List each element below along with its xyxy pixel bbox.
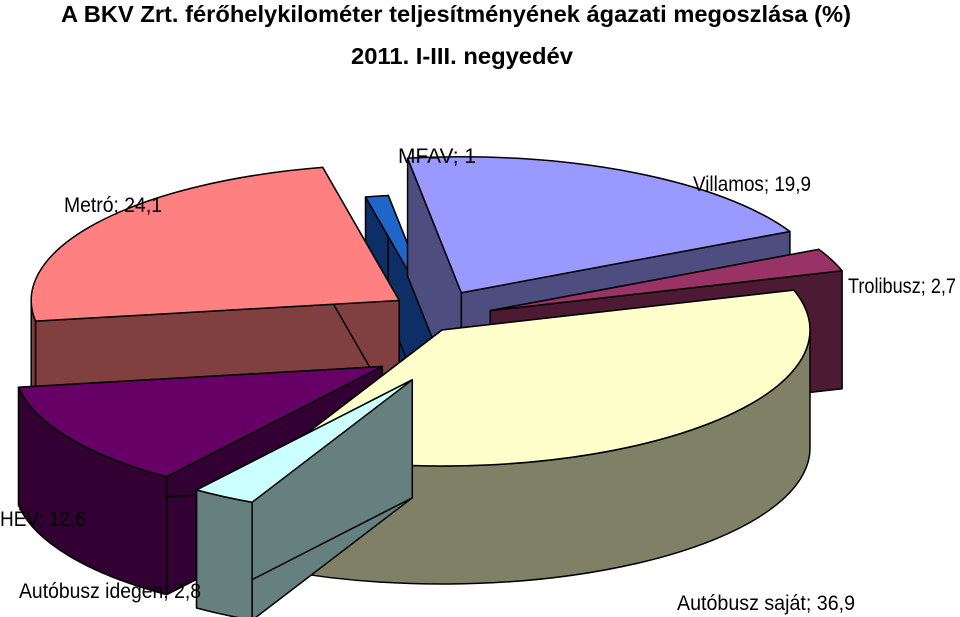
slice-top bbox=[406, 155, 791, 294]
chart-subtitle: 2011. I-III. negyedév bbox=[351, 43, 573, 69]
pie-slices bbox=[17, 155, 843, 617]
slice-outer-wall bbox=[195, 489, 253, 617]
slice-top bbox=[17, 365, 384, 478]
chart-title: A BKV Zrt. férőhelykilométer teljesítmén… bbox=[61, 1, 851, 27]
slice-label-villamos: Villamos; 19,9 bbox=[693, 173, 811, 196]
pie-slice-autobusz-idegen bbox=[195, 379, 414, 617]
slice-label-autobusz-sajat: Autóbusz saját; 36,9 bbox=[677, 592, 855, 615]
slice-label-trolibusz: Trolibusz; 2,7 bbox=[848, 275, 956, 298]
slice-label-metro: Metró; 24,1 bbox=[64, 194, 162, 217]
slice-labels: MFAV; 1 Villamos; 19,9 Trolibusz; 2,7 Autób… bbox=[0, 145, 956, 615]
slice-top bbox=[489, 248, 843, 312]
slice-label-mfav: MFAV; 1 bbox=[398, 145, 476, 168]
slice-top bbox=[195, 379, 414, 503]
slice-label-autobusz-idegen: Autóbusz idegen; 2,8 bbox=[19, 580, 201, 603]
slice-label-hev: HÉV; 12,6 bbox=[0, 508, 86, 531]
slice-top bbox=[30, 166, 400, 322]
